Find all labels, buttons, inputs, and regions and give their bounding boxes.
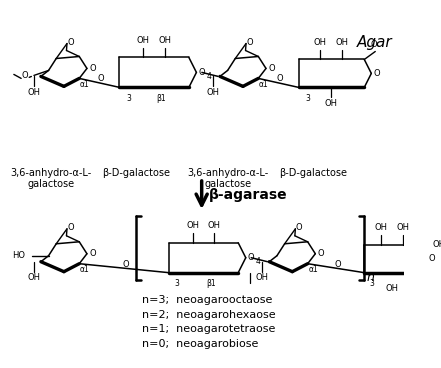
Text: OH: OH — [159, 36, 172, 45]
Text: OH: OH — [385, 284, 398, 293]
Text: O: O — [296, 223, 303, 232]
Text: O: O — [428, 254, 435, 263]
Text: α1: α1 — [259, 80, 269, 89]
Text: β-D-galactose: β-D-galactose — [279, 167, 347, 177]
Text: 3,6-anhydro-α-L-
galactose: 3,6-anhydro-α-L- galactose — [11, 167, 92, 189]
Text: α1: α1 — [80, 265, 90, 274]
Text: OH: OH — [256, 273, 269, 282]
Text: β-agarase: β-agarase — [209, 188, 288, 202]
Text: OH: OH — [325, 99, 338, 108]
Text: 3: 3 — [126, 94, 131, 103]
Text: O: O — [67, 38, 74, 47]
Text: O: O — [277, 74, 284, 84]
Text: n=0;  neoagarobiose: n=0; neoagarobiose — [142, 339, 259, 349]
Text: O: O — [89, 249, 96, 258]
Text: O: O — [268, 64, 275, 73]
Text: O: O — [198, 68, 205, 77]
Text: O: O — [89, 64, 96, 73]
Text: OH: OH — [186, 221, 199, 230]
Text: O: O — [248, 253, 254, 262]
Text: O: O — [370, 40, 377, 49]
Text: O: O — [247, 38, 253, 47]
Text: O: O — [318, 249, 324, 258]
Text: OH: OH — [137, 36, 149, 45]
Text: OH: OH — [206, 88, 220, 97]
Text: OH: OH — [433, 240, 441, 249]
Text: O: O — [22, 71, 28, 80]
Text: OH: OH — [27, 273, 41, 282]
Text: O: O — [374, 69, 380, 78]
Text: 3,6-anhydro-α-L-
galactose: 3,6-anhydro-α-L- galactose — [188, 167, 269, 189]
Text: β-D-galactose: β-D-galactose — [102, 167, 170, 177]
Text: O: O — [123, 260, 129, 269]
Text: OH: OH — [27, 88, 41, 97]
Text: α1: α1 — [80, 80, 90, 89]
Text: 4: 4 — [207, 72, 212, 81]
Text: n=3;  neoagarooctaose: n=3; neoagarooctaose — [142, 294, 273, 305]
Text: OH: OH — [336, 38, 349, 47]
Text: 3: 3 — [369, 279, 374, 288]
Text: O: O — [334, 260, 341, 269]
Text: n=1;  neoagarotetraose: n=1; neoagarotetraose — [142, 325, 276, 335]
Text: n=2;  neoagarohexaose: n=2; neoagarohexaose — [142, 309, 276, 319]
Text: OH: OH — [314, 38, 327, 47]
Text: HO: HO — [12, 251, 25, 260]
Text: 3: 3 — [175, 279, 179, 288]
Text: 3: 3 — [305, 94, 310, 103]
Text: O: O — [98, 74, 105, 84]
Text: OH: OH — [374, 223, 387, 232]
Text: α1: α1 — [308, 265, 318, 274]
Text: OH: OH — [208, 221, 221, 230]
Text: β1: β1 — [206, 279, 216, 288]
Text: O: O — [67, 223, 74, 232]
Text: Agar: Agar — [357, 35, 392, 50]
Text: β1: β1 — [157, 94, 166, 103]
Text: 4: 4 — [256, 257, 261, 266]
Text: OH: OH — [396, 223, 409, 232]
Text: n: n — [367, 271, 374, 284]
